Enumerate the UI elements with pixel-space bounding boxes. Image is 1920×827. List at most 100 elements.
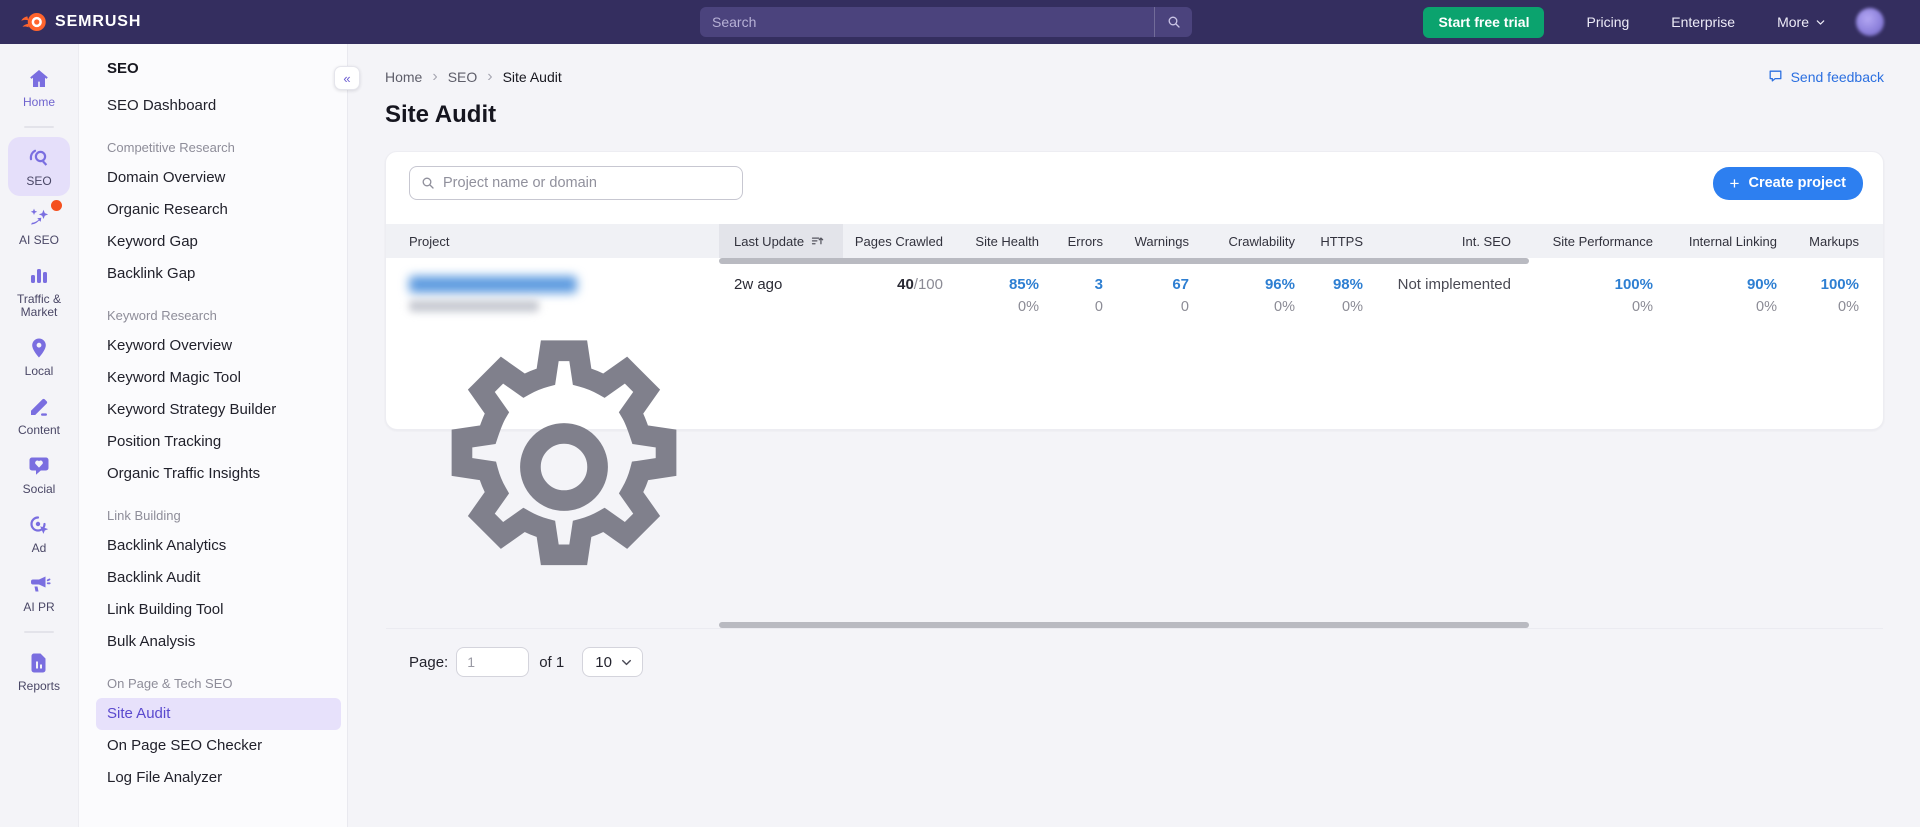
social-icon [29,457,49,475]
breadcrumb-separator: › [432,67,438,85]
nav-link-enterprise[interactable]: Enterprise [1671,14,1736,30]
rail-item-social[interactable]: Social [8,445,70,504]
rail-item-seo[interactable]: SEO [8,137,70,196]
cell-site-performance: 100% 0% [1523,264,1665,622]
metric-link[interactable]: 100% [1820,276,1859,293]
metric-link[interactable]: 3 [1094,276,1103,293]
sidebar-item-organic-research[interactable]: Organic Research [107,201,228,218]
plus-icon: + [1729,173,1740,193]
cell-crawlability: 96% 0% [1201,264,1307,622]
navbar-right: Start free trial Pricing Enterprise More [1423,6,1884,38]
sidebar-item-on-page-seo-checker[interactable]: On Page SEO Checker [107,737,263,754]
column-label: Markups [1809,233,1859,249]
column-label: Site Performance [1552,233,1653,249]
sidebar-section-competitive-research: Competitive Research [107,140,235,155]
rail-item-ad[interactable]: Ad [8,504,70,563]
project-cell [386,264,719,622]
column-header-https[interactable]: HTTPS [1307,224,1375,258]
semrush-logo[interactable]: SEMRUSH [18,7,141,37]
sidebar-section-on-page-tech-seo: On Page & Tech SEO [107,676,233,691]
breadcrumb-seo[interactable]: SEO [447,68,478,85]
rail-item-home[interactable]: Home [8,58,70,117]
create-project-button[interactable]: + Create project [1712,166,1863,200]
start-free-trial-button[interactable]: Start free trial [1423,6,1545,38]
cell-internal-linking: 90% 0% [1665,264,1789,622]
column-header-warnings[interactable]: Warnings [1115,224,1201,258]
column-header-markups[interactable]: Markups [1789,224,1871,258]
rail-item-label: Local [24,364,54,378]
sidebar-item-backlink-gap[interactable]: Backlink Gap [107,265,196,282]
cell-value: Not implemented [1397,276,1511,293]
breadcrumb: Home › SEO › Site Audit [385,67,562,85]
sidebar-item-link-building-tool[interactable]: Link Building Tool [107,601,224,618]
cell-markups: 100% 0% [1789,264,1871,622]
sidebar-item-domain-overview[interactable]: Domain Overview [107,169,226,186]
metric-link[interactable]: 85% [1008,276,1039,293]
pagination: Page: of 1 10 [386,628,1883,677]
ad-icon [30,516,49,534]
nav-link-pricing[interactable]: Pricing [1586,14,1630,30]
metric-link[interactable]: 67 [1172,276,1189,293]
sidebar-item-keyword-strategy-builder[interactable]: Keyword Strategy Builder [107,401,277,418]
ai-pr-icon [31,576,51,592]
column-label: Errors [1067,233,1103,249]
sidebar-item-backlink-analytics[interactable]: Backlink Analytics [107,537,227,554]
sidebar-item-keyword-magic-tool[interactable]: Keyword Magic Tool [107,369,241,386]
seo-sidebar: SEO SEO Dashboard Competitive Research Dom… [78,44,360,827]
horizontal-scrollbar-thumb[interactable] [719,622,1529,628]
column-header-site-health[interactable]: Site Health [955,224,1051,258]
sidebar-item-bulk-analysis[interactable]: Bulk Analysis [107,633,196,650]
global-search-input[interactable] [700,14,1154,30]
metric-link[interactable]: 98% [1332,276,1363,293]
global-search-button[interactable] [1154,7,1192,37]
rail-item-local[interactable]: Local [8,327,70,386]
column-header-pages-crawled[interactable]: Pages Crawled [843,224,955,258]
column-header-internal-linking[interactable]: Internal Linking [1665,224,1789,258]
column-header-int-seo[interactable]: Int. SEO [1375,224,1523,258]
per-page-select[interactable]: 10 [582,647,643,677]
column-header-project[interactable]: Project [409,233,450,249]
sidebar-item-log-file-analyzer[interactable]: Log File Analyzer [107,769,223,786]
pages-crawled-limit: /100 [913,276,943,293]
rail-item-content[interactable]: Content [8,386,70,445]
avatar[interactable] [1856,8,1884,36]
projects-card: + Create project Project Last Update Page… [385,151,1884,677]
metric-link[interactable]: 96% [1264,276,1295,293]
column-header-crawlability[interactable]: Crawlability [1201,224,1307,258]
collapse-sidebar-button[interactable]: « [334,66,360,90]
page-title: Site Audit [385,101,497,128]
metric-link[interactable]: 100% [1614,276,1653,293]
cell-value: 2w ago [734,276,783,293]
rail-item-label: Ad [31,541,47,555]
column-label: Int. SEO [1461,233,1511,249]
project-settings-gear[interactable] [409,312,719,622]
sidebar-item-organic-traffic-insights[interactable]: Organic Traffic Insights [107,465,261,482]
cell-https: 98% 0% [1307,264,1375,622]
breadcrumb-home[interactable]: Home [385,68,423,85]
column-label: Site Health [975,233,1039,249]
sidebar-item-keyword-gap[interactable]: Keyword Gap [107,233,198,250]
sidebar-item-site-audit[interactable]: Site Audit [96,698,341,730]
horizontal-scrollbar-thumb[interactable] [719,258,1529,264]
rail-item-label: AI PR [23,600,55,614]
sidebar-item-backlink-audit[interactable]: Backlink Audit [107,569,201,586]
sidebar-item-seo-dashboard[interactable]: SEO Dashboard [107,97,217,114]
app-rail: Home SEO AI SEO Traffic & Market Local Conten… [0,44,78,827]
project-search-input[interactable] [443,175,732,191]
send-feedback-link[interactable]: Send feedback [1767,68,1884,85]
metric-link[interactable]: 90% [1746,276,1777,293]
page-number-input[interactable] [456,647,530,677]
reports-icon [31,653,46,673]
rail-item-traffic-market[interactable]: Traffic & Market [8,255,70,327]
project-name-redacted[interactable] [409,276,577,293]
rail-item-ai-pr[interactable]: AI PR [8,563,70,622]
nav-more-menu[interactable]: More [1777,14,1826,30]
column-header-last-update[interactable]: Last Update [719,224,843,258]
column-header-errors[interactable]: Errors [1051,224,1115,258]
rail-item-label: Traffic & Market [16,292,61,319]
rail-item-reports[interactable]: Reports [8,642,70,701]
sidebar-item-position-tracking[interactable]: Position Tracking [107,433,222,450]
rail-item-ai-seo[interactable]: AI SEO [8,196,70,255]
column-header-site-performance[interactable]: Site Performance [1523,224,1665,258]
sidebar-item-keyword-overview[interactable]: Keyword Overview [107,337,233,354]
